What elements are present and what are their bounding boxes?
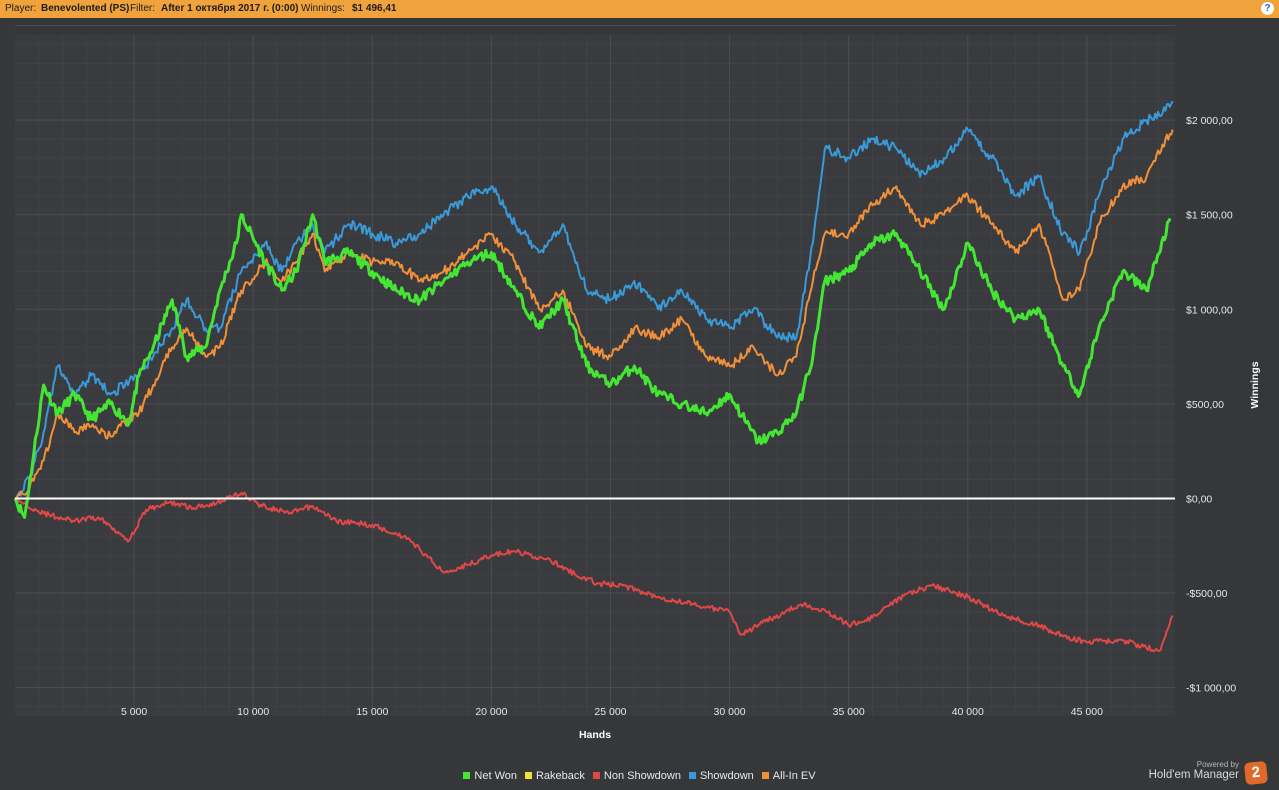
series-line-all-in-ev (14, 129, 1174, 500)
legend-label: All-In EV (772, 770, 816, 782)
legend-swatch (592, 772, 600, 779)
x-axis-title: Hands (579, 729, 611, 741)
legend: Net Won Rakeback Non Showdown Showdown All-I… (0, 770, 1279, 782)
legend-swatch (524, 772, 532, 779)
x-tick-label: 10 000 (237, 706, 269, 718)
brand: Powered by Hold'em Manager 2 (1117, 760, 1269, 788)
legend-label: Non Showdown (603, 770, 681, 782)
winnings-label: Winnings: (301, 3, 345, 14)
y-tick-label: $2 000,00 (1186, 115, 1233, 127)
x-tick-label: 25 000 (594, 706, 626, 718)
y-axis-ticks: $2 000,00 $1 500,00 $1 000,00 $500,00 $0,00 -… (1186, 115, 1236, 695)
powered-by-text: Powered by (1196, 760, 1239, 769)
y-tick-label: $1 000,00 (1186, 304, 1233, 316)
legend-label: Showdown (699, 770, 754, 782)
winnings-chart: $2 000,00 $1 500,00 $1 000,00 $500,00 $0,00 -… (13, 25, 1261, 741)
header-bar: Player: Benevolented (PS) Filter: After … (0, 0, 1279, 18)
y-tick-label: $500,00 (1186, 399, 1224, 411)
legend-item-showdown[interactable]: Showdown (688, 770, 754, 782)
x-tick-label: 30 000 (714, 706, 746, 718)
y-tick-label: -$1 000,00 (1186, 683, 1236, 695)
x-tick-label: 45 000 (1071, 706, 1103, 718)
help-icon[interactable]: ? (1261, 2, 1274, 15)
brand-name: Hold'em Manager (1148, 769, 1239, 781)
legend-item-rakeback[interactable]: Rakeback (524, 770, 585, 782)
y-tick-label: $1 500,00 (1186, 210, 1233, 222)
legend-item-all-in-ev[interactable]: All-In EV (761, 770, 816, 782)
filter-value: After 1 октября 2017 г. (0:00) (161, 3, 299, 14)
x-axis-ticks: 5 000 10 000 15 000 20 000 25 000 30 000 35 00… (121, 706, 1103, 718)
filter-label: Filter: (130, 3, 155, 14)
legend-swatch (463, 772, 471, 779)
legend-item-net-won[interactable]: Net Won (463, 770, 517, 782)
x-tick-label: 35 000 (833, 706, 865, 718)
x-tick-label: 40 000 (952, 706, 984, 718)
y-axis-title: Winnings (1249, 361, 1261, 408)
y-tick-label: $0,00 (1186, 493, 1212, 505)
series-line-non-showdown (14, 491, 1174, 653)
legend-item-non-showdown[interactable]: Non Showdown (592, 770, 681, 782)
player-value: Benevolented (PS) (41, 3, 130, 14)
x-tick-label: 15 000 (356, 706, 388, 718)
x-tick-label: 5 000 (121, 706, 147, 718)
legend-label: Net Won (474, 770, 517, 782)
brand-logo-icon: 2 (1243, 760, 1269, 786)
winnings-value: $1 496,41 (352, 3, 397, 14)
legend-swatch (688, 772, 696, 779)
legend-label: Rakeback (535, 770, 585, 782)
series-line-net-won (13, 213, 1172, 519)
y-tick-label: -$500,00 (1186, 588, 1228, 600)
x-tick-label: 20 000 (475, 706, 507, 718)
player-label: Player: (5, 3, 37, 14)
legend-swatch (761, 772, 769, 779)
